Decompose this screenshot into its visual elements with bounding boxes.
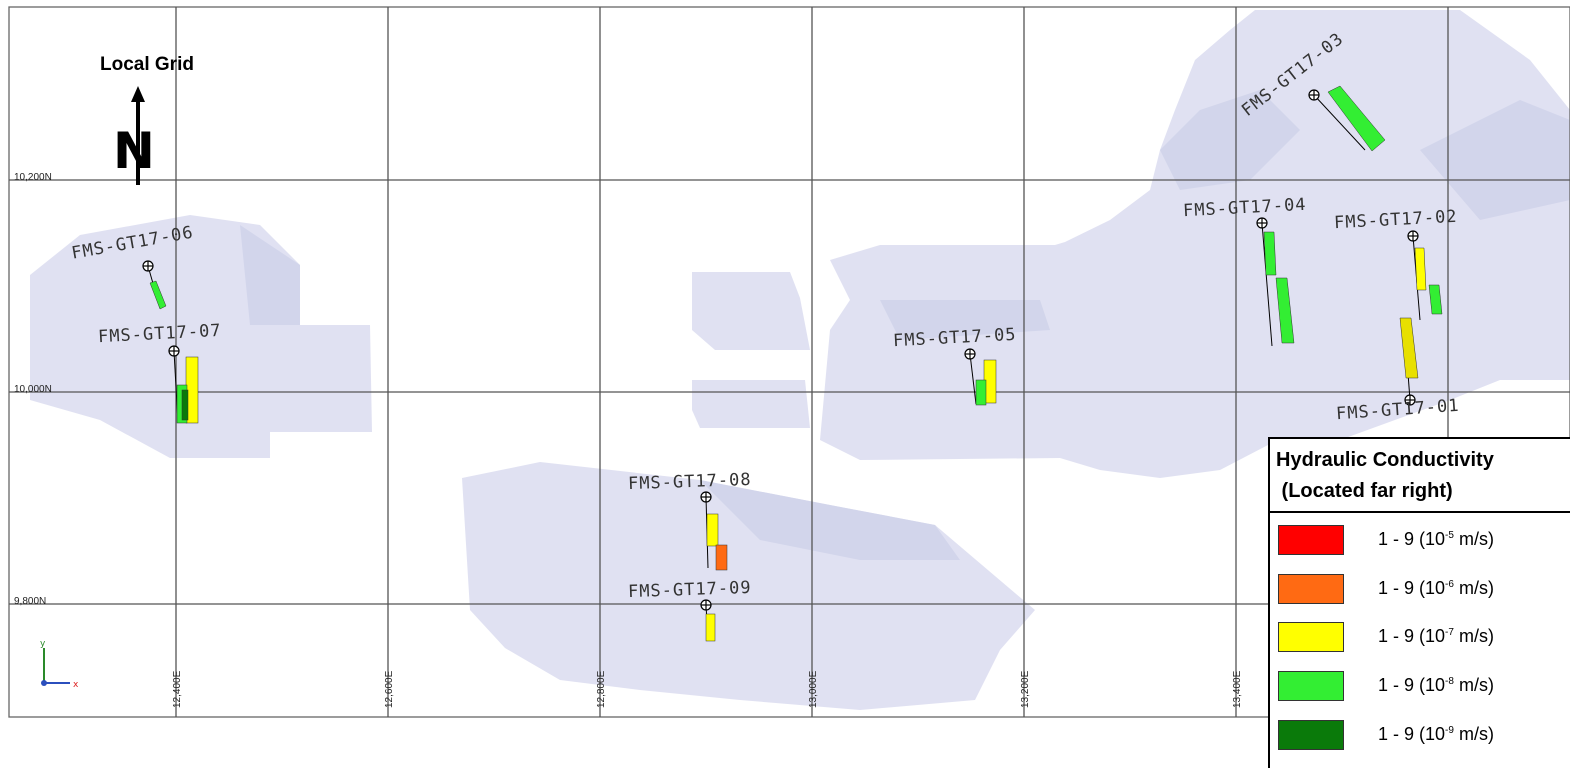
legend-swatch — [1278, 574, 1344, 604]
collar-markers — [142, 89, 1419, 611]
interval-04-e8b — [1275, 277, 1295, 344]
easting-label: 12,600E — [384, 670, 395, 708]
north-arrow-icon: N — [113, 86, 155, 185]
northing-label: 10,000N — [14, 384, 52, 395]
model-blocks — [30, 10, 1570, 710]
legend-label: 1 - 9 (10-8 m/s) — [1378, 675, 1494, 695]
conductivity-intervals — [149, 85, 1443, 642]
legend: Hydraulic Conductivity (Located far righ… — [1268, 437, 1570, 768]
interval-06-e8 — [149, 280, 167, 310]
legend-divider — [1270, 511, 1570, 513]
easting-label: 12,800E — [596, 670, 607, 708]
interval-01-e7 — [1399, 317, 1419, 379]
legend-swatch — [1278, 622, 1344, 652]
legend-label: 1 - 9 (10-9 m/s) — [1378, 724, 1494, 744]
easting-label: 13,200E — [1020, 670, 1031, 708]
easting-label: 13,400E — [1232, 670, 1243, 708]
interval-04-e8a — [1263, 231, 1277, 276]
axis-triad-icon: y x — [40, 639, 79, 690]
north-letter: N — [113, 122, 155, 180]
legend-label: 1 - 9 (10-7 m/s) — [1378, 626, 1494, 646]
svg-text:y: y — [40, 639, 46, 649]
legend-swatch — [1278, 525, 1344, 555]
easting-label: 13,000E — [808, 670, 819, 708]
svg-text:x: x — [73, 680, 79, 690]
interval-02-e8 — [1428, 284, 1443, 315]
interval-08-e6 — [715, 544, 728, 571]
north-label: Local Grid — [100, 54, 194, 75]
interval-05-e8 — [975, 379, 987, 406]
interval-07-e9 — [181, 389, 189, 421]
legend-label: 1 - 9 (10-6 m/s) — [1378, 578, 1494, 598]
interval-03-e8 — [1327, 85, 1386, 152]
interval-09-e7 — [705, 613, 716, 642]
northing-label: 9,800N — [14, 596, 47, 607]
easting-label: 12,400E — [172, 670, 183, 708]
interval-02-e7 — [1414, 247, 1427, 291]
interval-08-e7 — [706, 513, 719, 547]
legend-label: 1 - 9 (10-5 m/s) — [1378, 529, 1494, 549]
legend-swatch — [1278, 720, 1344, 750]
northing-label: 10,200N — [14, 172, 52, 183]
legend-title: Hydraulic Conductivity (Located far righ… — [1276, 449, 1494, 502]
legend-swatch — [1278, 671, 1344, 701]
